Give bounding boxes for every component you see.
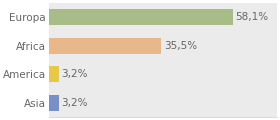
Text: 58,1%: 58,1% [236, 12, 269, 22]
Bar [49, 38, 161, 54]
Text: 3,2%: 3,2% [61, 69, 88, 79]
Bar [49, 9, 233, 25]
Bar [49, 95, 59, 111]
Text: 35,5%: 35,5% [164, 41, 197, 51]
Bar [49, 66, 59, 82]
Text: 3,2%: 3,2% [61, 98, 88, 108]
